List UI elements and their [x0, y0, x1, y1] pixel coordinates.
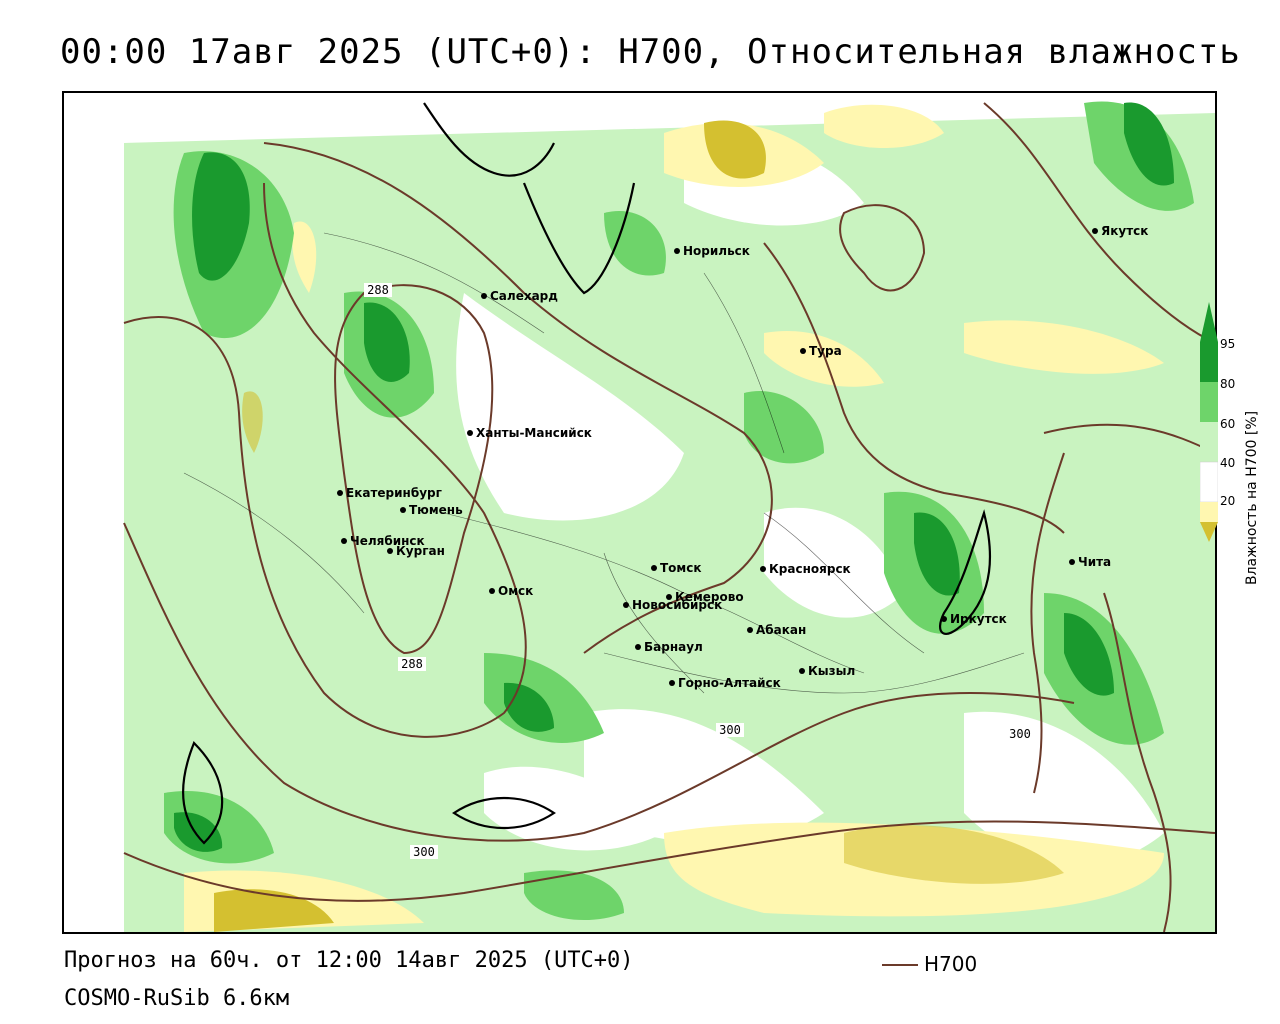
city-marker [674, 248, 680, 254]
humidity-colorbar [1200, 302, 1218, 542]
city-label: Ханты-Мансийск [476, 426, 592, 440]
model-name: COSMO-RuSib 6.6км [64, 986, 290, 1011]
city-label: Красноярск [769, 562, 851, 576]
colorbar-wet [1200, 382, 1218, 422]
colorbar-tick-95: 95 [1220, 337, 1236, 351]
city-label: Новосибирск [632, 598, 722, 612]
city-marker [341, 538, 347, 544]
city-label: Салехард [490, 289, 558, 303]
colorbar-tick-40: 40 [1220, 456, 1236, 470]
city-label: Тура [809, 344, 842, 358]
map-title: 00:00 17авг 2025 (UTC+0): H700, Относите… [60, 32, 1241, 72]
city-label: Кызыл [808, 664, 855, 678]
contour-label-288b: 288 [401, 657, 423, 671]
city-label: Иркутск [950, 612, 1007, 626]
city-marker [400, 507, 406, 513]
city-label: Курган [396, 544, 445, 558]
city-label: Барнаул [644, 640, 703, 654]
contour-label-288a: 288 [367, 283, 389, 297]
weather-map: 288 288 300 300 300 Якутск Норильск Салеха… [62, 91, 1217, 934]
city-label: Кемерово [675, 590, 744, 604]
city-marker [669, 680, 675, 686]
colorbar-very-wet [1200, 342, 1218, 382]
city-marker [337, 490, 343, 496]
city-marker [489, 588, 495, 594]
city-marker [747, 627, 753, 633]
h700-contours: 288 288 300 300 300 Якутск Норильск Салеха… [123, 102, 1215, 932]
colorbar-saturated [1200, 302, 1218, 342]
city-label: Горно-Алтайск [678, 676, 781, 690]
city-marker [1092, 228, 1098, 234]
city-marker [666, 594, 672, 600]
humidity-field [64, 93, 1215, 932]
city-label: Омск [498, 584, 533, 598]
city-label: Абакан [756, 623, 806, 637]
contour-label-300a: 300 [719, 723, 741, 737]
city-marker [760, 566, 766, 572]
city-label: Челябинск [350, 534, 425, 548]
city-marker [799, 668, 805, 674]
city-label: Екатеринбург [346, 486, 442, 500]
city-label: Якутск [1101, 224, 1148, 238]
city-marker [467, 430, 473, 436]
forecast-info: Прогноз на 60ч. от 12:00 14авг 2025 (UTC… [64, 948, 634, 973]
city-label: Норильск [683, 244, 750, 258]
city-marker [623, 602, 629, 608]
city-label: Томск [660, 561, 702, 575]
city-marker [651, 565, 657, 571]
colorbar-title: Влажность на H700 [%] [1244, 410, 1260, 585]
city-label: Тюмень [409, 503, 463, 517]
city-marker [635, 644, 641, 650]
contour-label-300b: 300 [1009, 727, 1031, 741]
colorbar-tick-80: 80 [1220, 377, 1236, 391]
colorbar-moist [1200, 422, 1218, 462]
colorbar-tick-60: 60 [1220, 417, 1236, 431]
city-marker [941, 616, 947, 622]
city-marker [387, 548, 393, 554]
legend-label: H700 [924, 952, 978, 976]
city-marker [800, 348, 806, 354]
contour-label-300c: 300 [413, 845, 435, 859]
city-marker [1069, 559, 1075, 565]
legend-line-swatch [882, 964, 918, 966]
colorbar-neutral [1200, 461, 1218, 503]
colorbar-dry [1200, 502, 1218, 522]
colorbar-tick-20: 20 [1220, 494, 1236, 508]
city-label: Чита [1078, 555, 1111, 569]
city-marker [481, 293, 487, 299]
colorbar-very-dry [1200, 522, 1218, 542]
